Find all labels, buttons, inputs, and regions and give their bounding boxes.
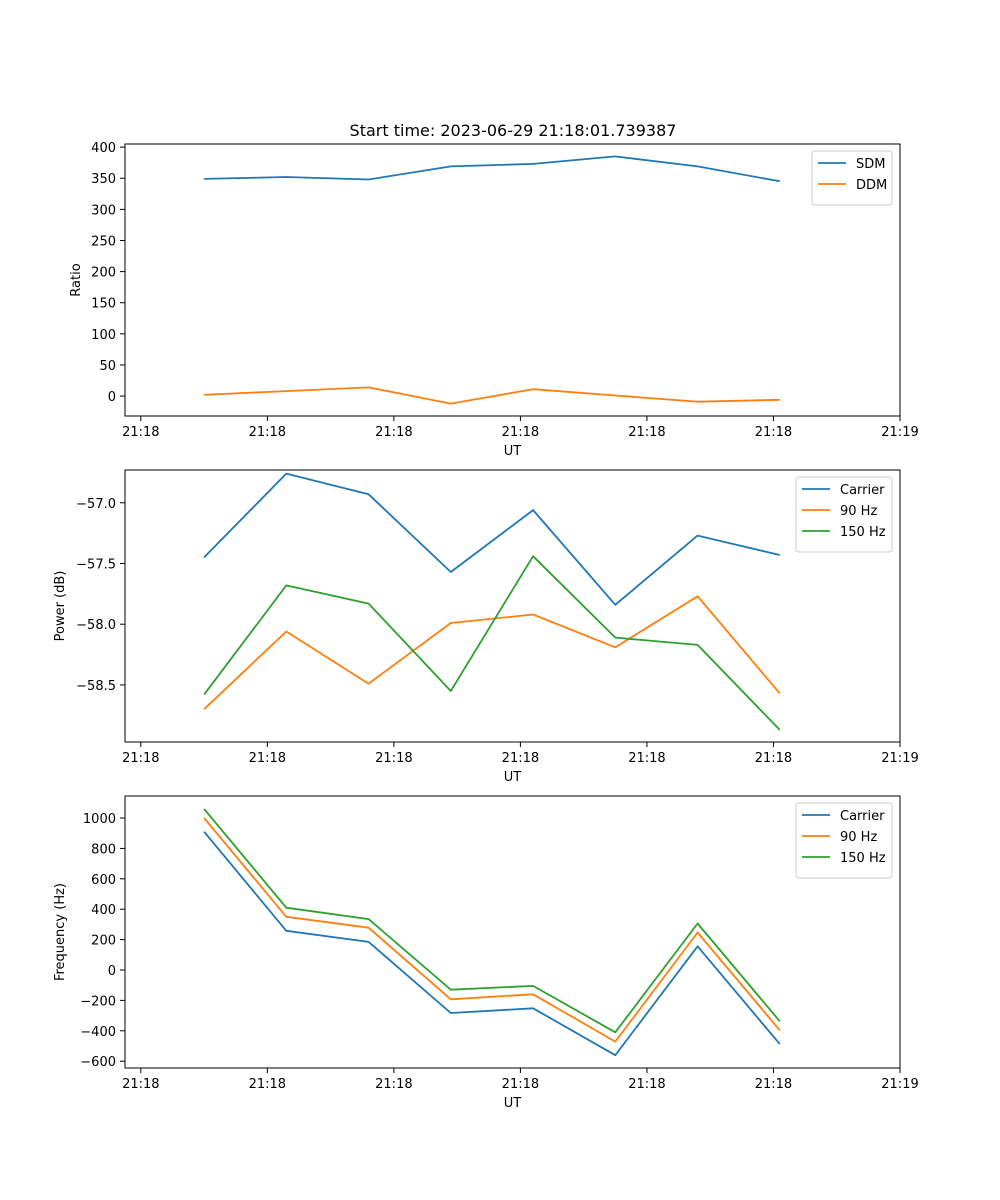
legend: Carrier 90 Hz 150 Hz (795, 476, 893, 553)
y-tick-label: −57.0 (76, 497, 116, 512)
series-line-90-hz (203, 595, 781, 710)
series-line-90-hz (203, 817, 781, 1043)
y-tick-label: 800 (91, 842, 116, 857)
x-tick-label: 21:18 (122, 1077, 159, 1092)
y-tick-label: 350 (91, 172, 116, 187)
x-tick-label: 21:18 (502, 751, 539, 766)
y-tick-label: 50 (99, 359, 116, 374)
x-tick-label: 21:18 (249, 751, 286, 766)
x-tick-label: 21:18 (628, 1077, 665, 1092)
y-tick-label: 1000 (83, 812, 116, 827)
x-tick-label: 21:18 (628, 425, 665, 440)
legend-label: 90 Hz (840, 504, 877, 519)
y-tick-label: −58.5 (76, 679, 116, 694)
y-tick-label: 600 (91, 873, 116, 888)
y-axis-label: Power (dB) (53, 571, 68, 642)
series-line-150-hz (203, 555, 781, 731)
y-tick-label: 0 (108, 964, 116, 979)
series-line-carrier (203, 831, 781, 1057)
x-tick-label: 21:18 (502, 1077, 539, 1092)
x-tick-label: 21:19 (881, 425, 918, 440)
x-tick-label: 21:18 (755, 1077, 792, 1092)
series-line-sdm (204, 155, 780, 183)
chart-panel-1: 21:18 21:18 21:18 21:18 21:18 21:18 21:19 0 50 10… (69, 141, 919, 459)
x-tick-label: 21:18 (122, 425, 159, 440)
legend-label: 150 Hz (840, 851, 886, 866)
y-tick-label: 200 (91, 934, 116, 949)
x-tick-label: 21:18 (375, 751, 412, 766)
legend-label: Carrier (840, 809, 885, 824)
x-tick-label: 21:18 (628, 751, 665, 766)
x-tick-label: 21:18 (249, 1077, 286, 1092)
legend-label: 90 Hz (840, 830, 877, 845)
x-axis-label: UT (504, 770, 522, 785)
y-tick-label: 150 (91, 297, 116, 312)
y-tick-label: 300 (91, 203, 116, 218)
x-tick-label: 21:18 (122, 751, 159, 766)
legend-box (795, 476, 893, 553)
legend: Carrier 90 Hz 150 Hz (795, 802, 893, 879)
y-tick-label: 100 (91, 328, 116, 343)
series-line-150-hz (203, 808, 781, 1034)
x-tick-label: 21:18 (375, 425, 412, 440)
series-line-ddm (204, 386, 780, 405)
x-tick-label: 21:18 (375, 1077, 412, 1092)
legend-box (811, 150, 893, 206)
y-axis-label: Frequency (Hz) (53, 883, 68, 981)
x-tick-label: 21:18 (755, 425, 792, 440)
legend: SDM DDM (811, 150, 893, 206)
y-tick-label: 250 (91, 234, 116, 249)
panels: 21:18 21:18 21:18 21:18 21:18 21:18 21:19 0 50 10… (53, 141, 919, 1111)
y-tick-label: 400 (91, 141, 116, 156)
x-tick-label: 21:18 (755, 751, 792, 766)
y-tick-label: −400 (80, 1025, 116, 1040)
x-axis-label: UT (504, 1096, 522, 1111)
plot-frame (124, 795, 901, 1069)
x-tick-label: 21:19 (881, 751, 918, 766)
y-tick-label: 400 (91, 903, 116, 918)
chart-panel-2: 21:18 21:18 21:18 21:18 21:18 21:18 21:19 −58.5… (53, 469, 919, 785)
legend-label: Carrier (840, 483, 885, 498)
y-tick-label: 0 (108, 390, 116, 405)
plot-frame (124, 143, 901, 417)
x-tick-label: 21:18 (249, 425, 286, 440)
x-axis-label: UT (504, 444, 522, 459)
legend-label: DDM (856, 178, 887, 193)
y-axis-label: Ratio (69, 263, 84, 296)
y-tick-label: −600 (80, 1055, 116, 1070)
figure-title: Start time: 2023-06-29 21:18:01.739387 (350, 121, 677, 140)
y-tick-label: −58.0 (76, 618, 116, 633)
x-tick-label: 21:18 (502, 425, 539, 440)
plot-frame (124, 469, 901, 743)
legend-label: SDM (856, 157, 885, 172)
legend-box (795, 802, 893, 879)
legend-label: 150 Hz (840, 525, 886, 540)
y-tick-label: −57.5 (76, 558, 116, 573)
y-tick-label: −200 (80, 994, 116, 1009)
y-tick-label: 200 (91, 266, 116, 281)
chart-panel-3: 21:18 21:18 21:18 21:18 21:18 21:18 21:19 −600 −… (53, 795, 919, 1111)
x-tick-label: 21:19 (881, 1077, 918, 1092)
series-line-carrier (203, 472, 781, 606)
